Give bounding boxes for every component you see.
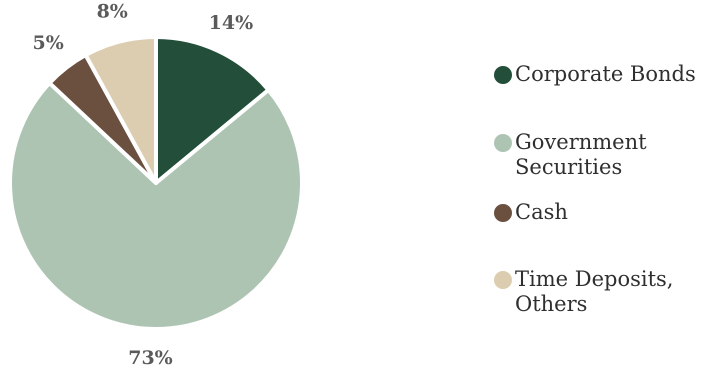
pie-labels: 14% 73% 5% 8% xyxy=(32,1,253,369)
legend-swatch-corporate-bonds xyxy=(494,66,512,84)
legend-label-time-deposits-others: Time Deposits, Others xyxy=(515,267,715,317)
legend-swatch-government-securities xyxy=(494,134,512,152)
pie-label-government-securities: 73% xyxy=(128,347,173,369)
pie-slice-time-deposits-others xyxy=(83,35,158,185)
legend-label-government-securities-line1: Government xyxy=(515,130,647,154)
pie-slices xyxy=(8,35,304,331)
legend-label-time-deposits-others-line1: Time Deposits, xyxy=(515,267,674,291)
pie-label-time-deposits-others: 8% xyxy=(97,1,128,23)
legend-label-cash: Cash xyxy=(515,200,715,225)
legend-item-cash: Cash xyxy=(494,200,715,225)
legend-swatch-time-deposits-others xyxy=(494,271,512,289)
legend-label-corporate-bonds: Corporate Bonds xyxy=(515,62,715,87)
pie-slice-government-securities xyxy=(8,81,304,331)
legend-item-corporate-bonds: Corporate Bonds xyxy=(494,62,715,87)
legend-label-cash-line1: Cash xyxy=(515,200,568,224)
legend-label-government-securities: Government Securities xyxy=(515,130,715,180)
legend-label-time-deposits-others-line2: Others xyxy=(515,292,588,316)
legend-item-time-deposits-others: Time Deposits, Others xyxy=(494,267,715,317)
legend-label-corporate-bonds-line1: Corporate Bonds xyxy=(515,62,696,86)
legend-swatch-cash xyxy=(494,204,512,222)
pie-label-cash: 5% xyxy=(32,32,63,54)
pie-label-corporate-bonds: 14% xyxy=(209,12,254,34)
legend-item-government-securities: Government Securities xyxy=(494,130,715,180)
pie-slice-corporate-bonds xyxy=(154,35,271,185)
legend-label-government-securities-line2: Securities xyxy=(515,155,623,179)
